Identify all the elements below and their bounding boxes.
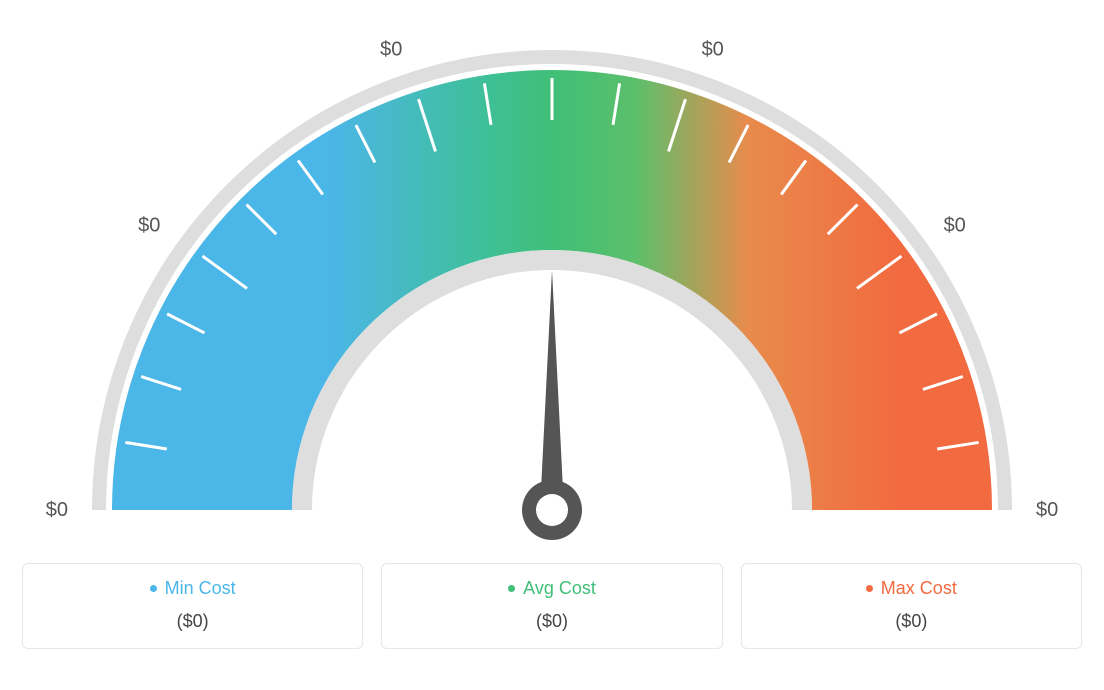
legend-label: Min Cost — [165, 578, 236, 599]
gauge-chart: $0$0$0$0$0$0$0 — [22, 10, 1082, 555]
legend-value: ($0) — [752, 611, 1071, 632]
gauge-tick-label: $0 — [380, 39, 402, 61]
legend-dot-icon — [508, 585, 515, 592]
legend-value: ($0) — [33, 611, 352, 632]
legend-card: Avg Cost ($0) — [381, 563, 722, 649]
legend-card: Min Cost ($0) — [22, 563, 363, 649]
gauge-tick-label: $0 — [46, 499, 68, 521]
legend-row: Min Cost ($0) Avg Cost ($0) Max Cost ($0) — [22, 563, 1082, 649]
gauge-tick-label: $0 — [138, 215, 160, 237]
gauge-tick-label: $0 — [1036, 499, 1058, 521]
gauge-tick-label: $0 — [702, 39, 724, 61]
gauge-tick-label: $0 — [944, 215, 966, 237]
legend-dot-icon — [866, 585, 873, 592]
gauge-svg: $0$0$0$0$0$0$0 — [22, 10, 1082, 555]
legend-label: Max Cost — [881, 578, 957, 599]
gauge-hub-inner — [536, 494, 568, 526]
legend-title: Min Cost — [150, 578, 236, 599]
legend-title: Avg Cost — [508, 578, 596, 599]
legend-card: Max Cost ($0) — [741, 563, 1082, 649]
legend-dot-icon — [150, 585, 157, 592]
legend-value: ($0) — [392, 611, 711, 632]
legend-label: Avg Cost — [523, 578, 596, 599]
gauge-needle — [540, 270, 564, 510]
legend-title: Max Cost — [866, 578, 957, 599]
